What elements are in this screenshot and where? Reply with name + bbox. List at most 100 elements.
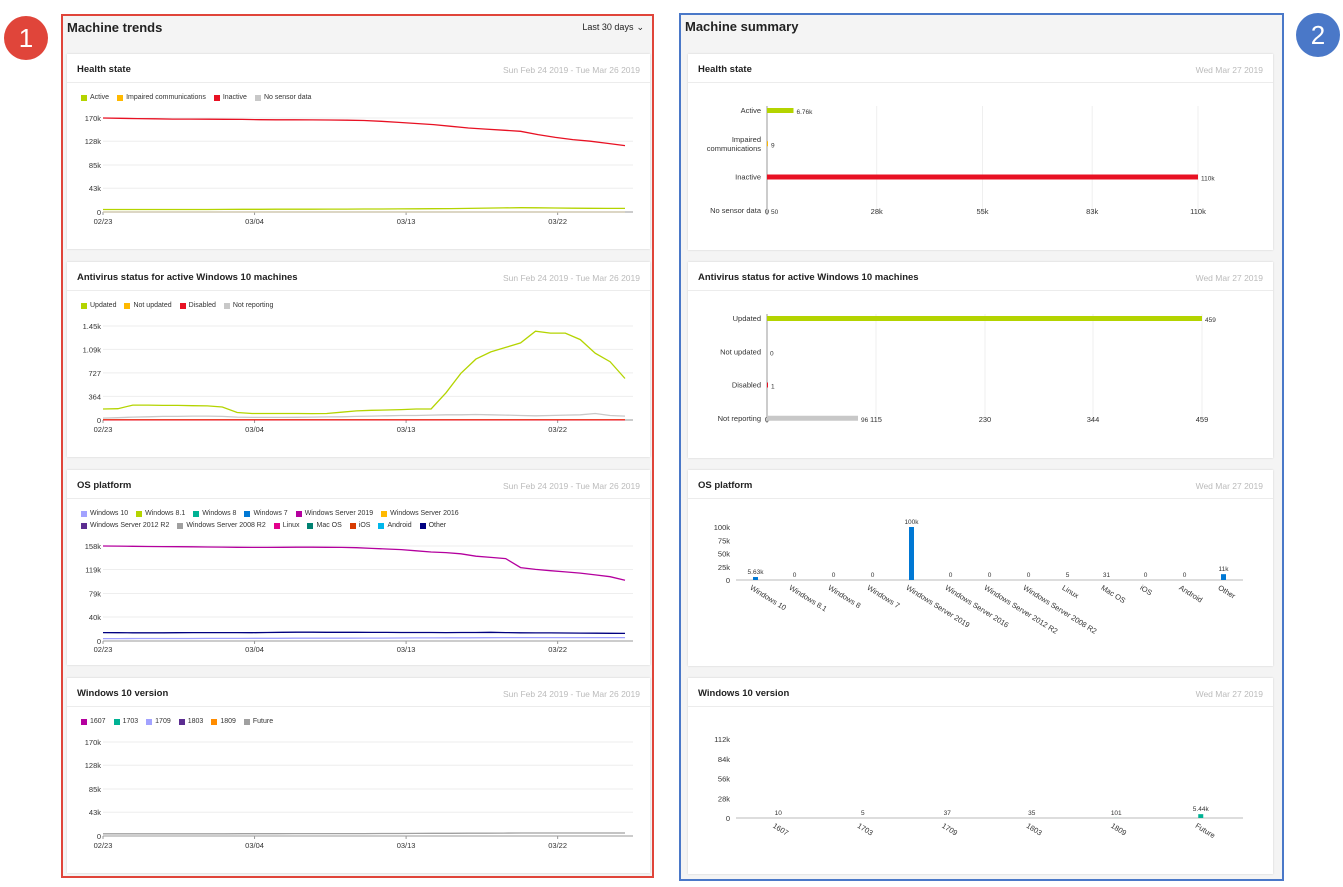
os-platform-summary-card: OS platform Wed Mar 27 2019 100k 75k 50k 25… bbox=[688, 470, 1273, 666]
legend-label: 1809 bbox=[220, 718, 236, 725]
legend-item-other[interactable]: Other bbox=[419, 522, 446, 529]
y-tick-label: 28k bbox=[718, 794, 730, 803]
time-range-label: Last 30 days bbox=[582, 22, 634, 32]
y-tick-label: 85k bbox=[89, 161, 101, 170]
legend-swatch bbox=[349, 522, 356, 529]
legend-item-linux[interactable]: Linux bbox=[273, 522, 299, 529]
category-label-mac-os: Mac OS bbox=[1099, 583, 1127, 605]
data-label: 100k bbox=[904, 519, 919, 526]
data-label: 5.44k bbox=[1193, 806, 1210, 813]
category-label-future: Future bbox=[1194, 821, 1217, 840]
legend-item-disabled[interactable]: Disabled bbox=[179, 302, 216, 309]
bar-inactive[interactable] bbox=[767, 174, 1198, 180]
health-trend-chart: 170k 128k 85k 43k 002/23 03/04 03/13 03/22 bbox=[85, 114, 633, 226]
legend-item-1607[interactable]: 1607 bbox=[81, 718, 106, 725]
data-label: 0 bbox=[949, 572, 953, 579]
data-label: 1 bbox=[771, 384, 775, 391]
y-tick-label: 0 bbox=[726, 814, 730, 823]
machine-trends-title: Machine trends bbox=[67, 20, 163, 35]
legend-swatch bbox=[243, 718, 250, 725]
card-title: Windows 10 version bbox=[77, 688, 169, 699]
bar-no-sensor-data[interactable] bbox=[767, 207, 768, 213]
bar-future[interactable] bbox=[1198, 814, 1204, 818]
legend-swatch bbox=[81, 718, 87, 725]
bar-not-reporting[interactable] bbox=[767, 415, 858, 421]
category-label-line: Inactive bbox=[735, 173, 761, 182]
legend-item-android[interactable]: Android bbox=[378, 522, 412, 529]
category-label-ios: iOS bbox=[1138, 583, 1153, 597]
legend-item-updated[interactable]: Updated bbox=[81, 302, 116, 309]
series-line-windows-server-2019 bbox=[102, 545, 626, 581]
legend-item-windows-8-1[interactable]: Windows 8.1 bbox=[136, 510, 185, 517]
card-date: Wed Mar 27 2019 bbox=[1195, 481, 1263, 491]
legend-item-windows-server-2012-r2[interactable]: Windows Server 2012 R2 bbox=[81, 522, 169, 529]
legend-item-1703[interactable]: 1703 bbox=[113, 718, 138, 725]
legend-label: Impaired communications bbox=[126, 94, 206, 101]
legend-label: Disabled bbox=[188, 302, 216, 309]
bar-active[interactable] bbox=[767, 108, 794, 113]
x-tick-label: 03/22 bbox=[548, 425, 567, 434]
y-tick-label: 1.45k bbox=[83, 322, 102, 331]
card-title: OS platform bbox=[698, 480, 753, 491]
legend-item-windows-7[interactable]: Windows 7 bbox=[244, 510, 288, 517]
category-label-inactive: Inactive bbox=[735, 173, 761, 182]
y-tick-label: 50k bbox=[718, 550, 730, 559]
legend-item-1809[interactable]: 1809 bbox=[211, 718, 236, 725]
legend-swatch bbox=[244, 510, 251, 517]
category-label-disabled: Disabled bbox=[732, 381, 761, 390]
legend-label: 1607 bbox=[90, 718, 106, 725]
y-tick-label: 85k bbox=[89, 785, 101, 794]
legend-swatch bbox=[81, 94, 87, 101]
legend-item-ios[interactable]: iOS bbox=[349, 522, 370, 529]
x-tick-label: 344 bbox=[1087, 415, 1100, 424]
legend-item-1803[interactable]: 1803 bbox=[178, 718, 203, 725]
legend-swatch bbox=[177, 522, 184, 529]
legend-item-active[interactable]: Active bbox=[81, 94, 109, 101]
bar-other[interactable] bbox=[1221, 574, 1226, 580]
data-label: 0 bbox=[988, 572, 992, 579]
x-tick-label: 03/13 bbox=[397, 425, 416, 434]
legend-item-not-reporting[interactable]: Not reporting bbox=[223, 302, 273, 309]
x-tick-label: 03/13 bbox=[397, 217, 416, 226]
legend-item-windows-server-2008-r2[interactable]: Windows Server 2008 R2 bbox=[177, 522, 266, 529]
category-label-updated: Updated bbox=[733, 314, 761, 323]
legend-item-windows-server-2019[interactable]: Windows Server 2019 bbox=[295, 510, 373, 517]
legend-item-1709[interactable]: 1709 bbox=[146, 718, 171, 725]
data-label: 50 bbox=[771, 209, 779, 216]
bar-impaired-communications[interactable] bbox=[767, 141, 768, 147]
legend-swatch bbox=[124, 302, 131, 309]
bar-windows-server-2019[interactable] bbox=[909, 527, 914, 580]
series-line-inactive bbox=[102, 117, 626, 147]
legend-item-impaired-communications[interactable]: Impaired communications bbox=[117, 94, 206, 101]
bar-disabled[interactable] bbox=[767, 382, 768, 388]
legend-label: Windows 7 bbox=[253, 510, 288, 517]
machine-summary-panel: Machine summary Health state Wed Mar 27 … bbox=[679, 13, 1284, 881]
health-summary-card: Health state Wed Mar 27 2019 028k55k83k1… bbox=[688, 54, 1273, 250]
health-summary-chart: 028k55k83k110kActive6.76kImpairedcommuni… bbox=[707, 106, 1215, 216]
legend-item-mac-os[interactable]: Mac OS bbox=[307, 522, 342, 529]
bar-updated[interactable] bbox=[767, 316, 1202, 321]
time-range-dropdown[interactable]: Last 30 days ⌄ bbox=[582, 22, 644, 33]
card-date: Wed Mar 27 2019 bbox=[1195, 65, 1263, 75]
legend-item-not-updated[interactable]: Not updated bbox=[124, 302, 172, 309]
bar-windows-10[interactable] bbox=[753, 577, 758, 580]
legend-item-future[interactable]: Future bbox=[243, 718, 273, 725]
y-tick-label: 79k bbox=[89, 590, 101, 599]
legend-item-inactive[interactable]: Inactive bbox=[213, 94, 247, 101]
legend-label: Windows Server 2012 R2 bbox=[90, 522, 170, 529]
y-tick-label: 75k bbox=[718, 536, 730, 545]
machine-trends-panel: Machine trends Last 30 days ⌄ Health stat… bbox=[61, 14, 654, 878]
data-label: 0 bbox=[1183, 572, 1187, 579]
category-label-line: Disabled bbox=[732, 381, 761, 390]
legend-item-no-sensor-data[interactable]: No sensor data bbox=[254, 94, 311, 101]
x-tick-label: 02/23 bbox=[94, 645, 113, 654]
legend-item-windows-server-2016[interactable]: Windows Server 2016 bbox=[381, 510, 459, 517]
legend-item-windows-8[interactable]: Windows 8 bbox=[193, 510, 236, 517]
y-tick-label: 0 bbox=[97, 208, 101, 217]
legend-label: Windows Server 2008 R2 bbox=[186, 522, 266, 529]
card-date: Sun Feb 24 2019 - Tue Mar 26 2019 bbox=[502, 65, 640, 75]
legend-label: Active bbox=[90, 94, 110, 101]
legend-swatch bbox=[211, 718, 218, 725]
legend-item-windows-10[interactable]: Windows 10 bbox=[81, 510, 128, 517]
y-tick-label: 364 bbox=[88, 392, 101, 401]
